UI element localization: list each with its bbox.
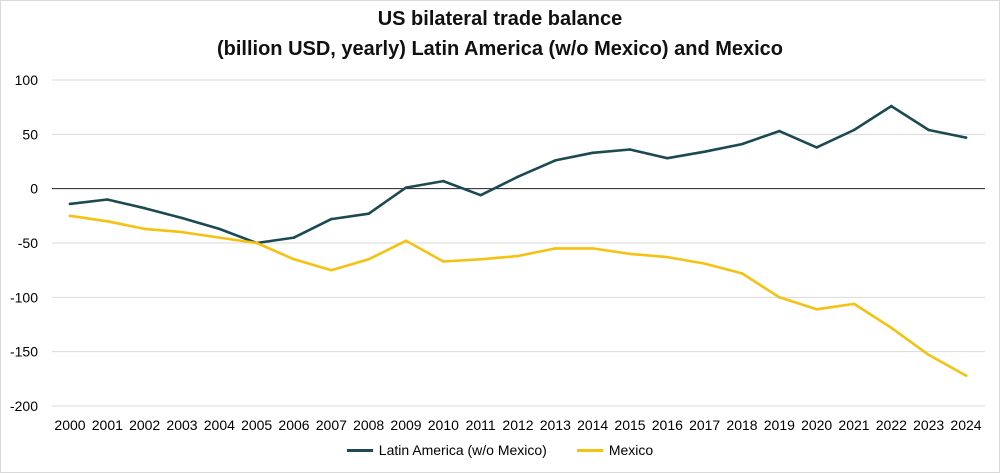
data-point [292, 236, 296, 239]
data-point [516, 175, 520, 179]
data-point [143, 206, 146, 210]
series-lines [68, 104, 968, 377]
legend: Latin America (w/o Mexico) Mexico [0, 442, 1000, 458]
y-tick-label: -150 [10, 344, 38, 360]
data-point [591, 151, 594, 155]
data-point [292, 258, 296, 261]
x-tick-label: 2008 [353, 417, 384, 433]
data-point [68, 202, 72, 206]
data-point [890, 326, 893, 330]
y-tick-label: -50 [18, 235, 38, 251]
data-point [218, 236, 221, 239]
legend-item-mexico: Mexico [576, 442, 654, 458]
legend-label-mexico: Mexico [608, 442, 654, 458]
data-point [68, 214, 72, 218]
data-point [479, 193, 482, 197]
data-point [778, 129, 781, 133]
y-tick-label: -100 [10, 289, 38, 305]
data-point [666, 156, 669, 160]
data-point [666, 255, 669, 259]
data-point [852, 128, 856, 132]
series-line-latin-america [68, 104, 968, 245]
data-point [964, 374, 968, 377]
data-point [106, 198, 109, 201]
data-point [852, 302, 856, 306]
gridlines [52, 79, 985, 407]
data-point [404, 186, 408, 189]
x-axis-ticks: 2000 2001 2002 2003 2004 2005 2006 2007 2008 2009… [54, 417, 981, 433]
data-point [703, 262, 706, 265]
data-point [591, 247, 594, 250]
data-point [367, 258, 370, 261]
data-point [964, 136, 968, 139]
data-point [442, 179, 445, 183]
y-tick-label: 100 [15, 72, 39, 88]
x-tick-label: 2021 [838, 417, 869, 433]
x-tick-label: 2024 [950, 417, 981, 433]
data-point [143, 227, 146, 231]
x-tick-label: 2022 [876, 417, 907, 433]
data-point [554, 159, 557, 162]
x-tick-label: 2012 [502, 417, 533, 433]
data-point [628, 252, 632, 256]
data-point [927, 128, 930, 132]
data-point [703, 150, 706, 154]
data-point [815, 307, 818, 311]
x-tick-label: 2017 [689, 417, 720, 433]
x-tick-label: 2000 [54, 417, 85, 433]
x-tick-label: 2023 [913, 417, 944, 433]
chart-subtitle: (billion USD, yearly) Latin America (w/o… [216, 38, 784, 60]
x-tick-label: 2002 [129, 417, 160, 433]
data-point [815, 146, 818, 149]
data-point [330, 217, 333, 221]
x-tick-label: 2005 [241, 417, 272, 433]
data-point [180, 216, 184, 220]
data-point [367, 212, 370, 215]
data-point [218, 227, 221, 231]
data-point [740, 272, 744, 275]
x-tick-label: 2015 [614, 417, 645, 433]
data-point [628, 148, 632, 151]
x-tick-label: 2003 [166, 417, 197, 433]
data-point [479, 258, 482, 261]
data-point [330, 268, 333, 272]
data-point [255, 241, 258, 245]
x-tick-label: 2001 [92, 417, 123, 433]
data-point [442, 260, 445, 263]
x-tick-label: 2004 [204, 417, 235, 433]
y-tick-label: 50 [22, 126, 38, 142]
x-tick-label: 2019 [764, 417, 795, 433]
data-point [404, 239, 408, 243]
legend-item-latin-america: Latin America (w/o Mexico) [346, 442, 547, 458]
data-point [927, 353, 930, 357]
y-tick-label: -200 [10, 398, 38, 414]
data-point [778, 296, 781, 299]
data-point [516, 254, 520, 258]
data-point [106, 219, 109, 223]
x-tick-label: 2010 [428, 417, 459, 433]
x-tick-label: 2013 [540, 417, 571, 433]
x-tick-label: 2007 [316, 417, 347, 433]
data-point [740, 142, 744, 146]
x-tick-label: 2009 [390, 417, 421, 433]
x-tick-label: 2016 [652, 417, 683, 433]
legend-label-latin-america: Latin America (w/o Mexico) [378, 442, 547, 458]
y-axis-ticks: 100 50 0 -50 -100 -150 -200 [10, 72, 38, 414]
x-tick-label: 2011 [466, 417, 496, 433]
data-point [890, 104, 893, 108]
x-tick-label: 2018 [726, 417, 757, 433]
legend-swatch-latin-america [346, 448, 373, 452]
data-point [180, 230, 184, 234]
x-tick-label: 2014 [577, 417, 608, 433]
x-tick-label: 2020 [801, 417, 832, 433]
data-point [554, 247, 557, 250]
chart-title: US bilateral trade balance [377, 8, 623, 30]
x-tick-label: 2006 [278, 417, 309, 433]
legend-swatch-mexico [576, 448, 603, 452]
y-tick-label: 0 [30, 181, 38, 197]
